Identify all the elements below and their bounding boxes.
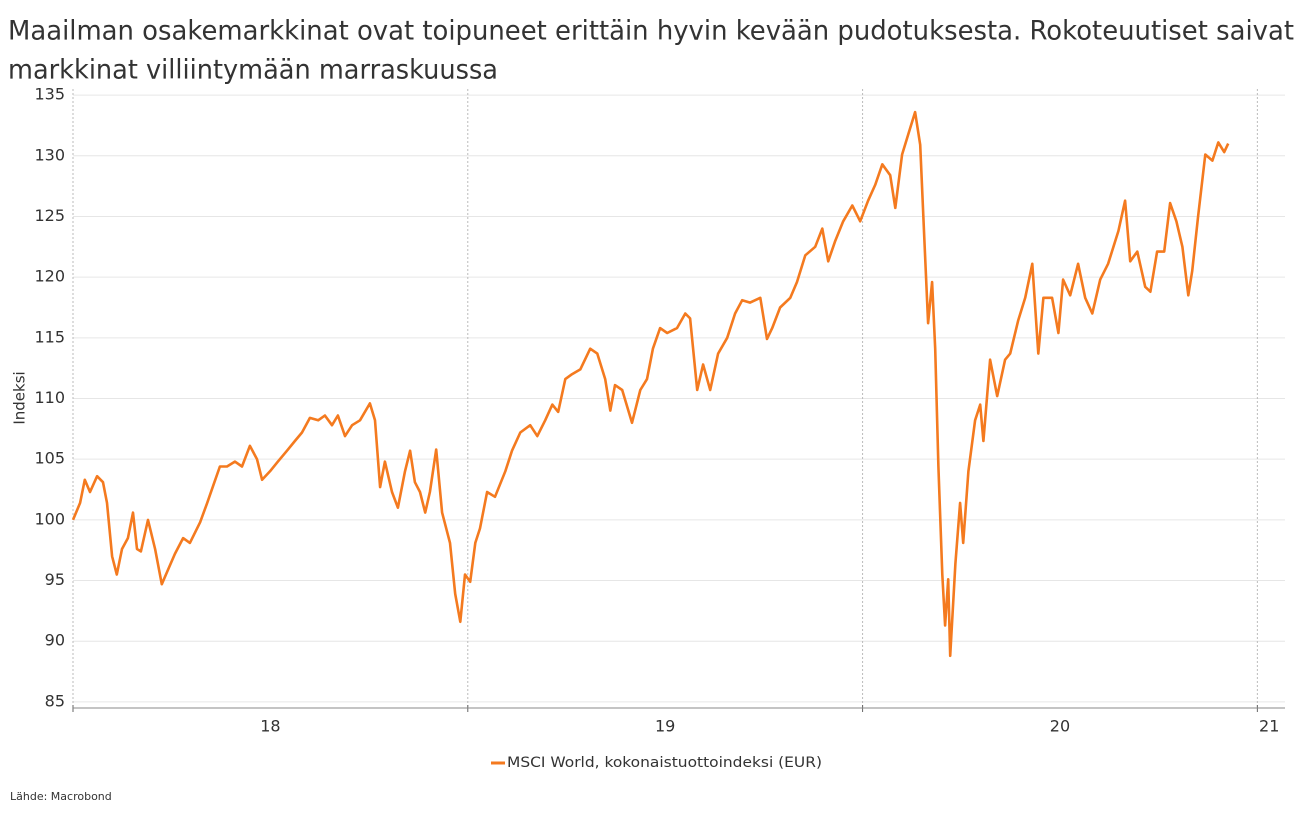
y-tick-label: 100 [34,509,65,528]
y-tick-label: 125 [34,206,65,225]
chart-title: markkinat villiintymään marraskuussa [8,55,498,86]
source: Lähde: Macrobond [10,790,112,803]
y-tick-label: 90 [45,631,65,650]
y-tick-label: 105 [34,449,65,468]
y-tick-label: 120 [34,267,65,286]
y-tick-label: 130 [34,145,65,164]
y-tick-label: 135 [34,85,65,104]
x-tick-label: 18 [260,717,280,736]
legend-label: MSCI World, kokonaistuottoindeksi (EUR) [507,755,822,771]
x-tick-label: 21 [1259,717,1279,736]
y-tick-label: 95 [45,570,65,589]
y-axis-label: Indeksi [11,371,29,424]
y-tick-label: 115 [34,327,65,346]
y-tick-label: 85 [45,691,65,710]
chart-title: Maailman osakemarkkinat ovat toipuneet e… [8,16,1294,47]
y-tick-label: 110 [34,388,65,407]
line-series [71,110,1230,658]
x-tick-label: 20 [1050,717,1070,736]
x-tick-label: 19 [655,717,675,736]
